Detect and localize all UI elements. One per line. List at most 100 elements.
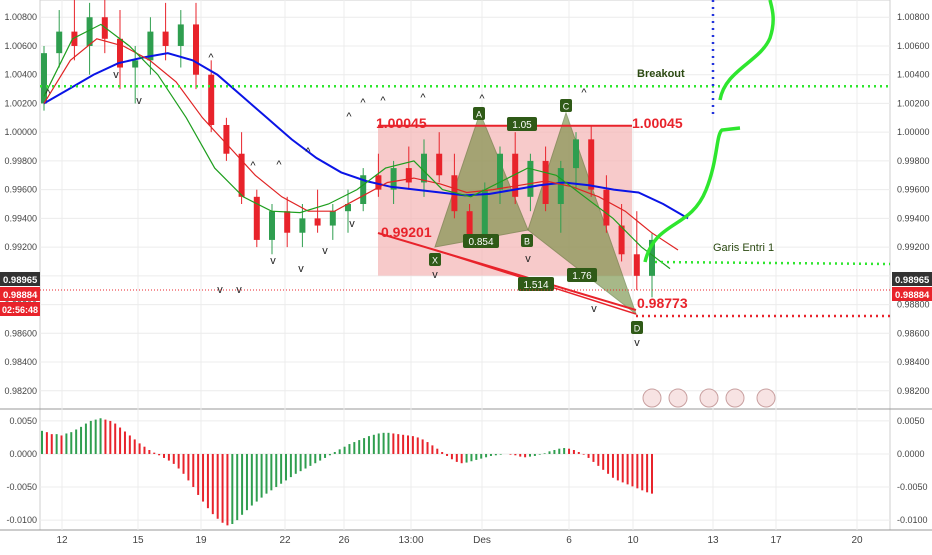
pattern-point-label: X (432, 256, 438, 266)
fractal-down-marker: v (432, 269, 438, 281)
candle-body (284, 211, 291, 233)
osc-y-tick-label-left: 0.0050 (9, 416, 37, 426)
fractal-up-marker: ^ (360, 97, 366, 109)
candle-body (329, 211, 336, 226)
y-tick-label-left: 1.00400 (4, 70, 37, 80)
candle-body (253, 196, 260, 240)
fractal-down-marker: v (270, 255, 276, 267)
ratio-label: 0.854 (468, 237, 493, 248)
fractal-down-marker: v (634, 337, 640, 349)
bid-price-badge-bg-right (892, 287, 932, 301)
y-tick-label-right: 0.99400 (897, 213, 930, 223)
projection-arrow-upper (718, 0, 775, 101)
bid-price-badge-right: 0.98884 (895, 290, 930, 301)
candle-body (56, 31, 63, 54)
y-tick-label-left: 1.00000 (4, 127, 37, 137)
candle-body (649, 239, 655, 276)
ratio-label: 1.514 (523, 280, 548, 291)
candle-body (147, 31, 154, 61)
current-price-badge-bg-right (892, 272, 932, 286)
osc-y-tick-label-right: -0.0050 (897, 482, 928, 492)
candle-body (481, 189, 488, 240)
current-price-badge: 0.98965 (3, 275, 38, 286)
candle-body (41, 53, 47, 104)
candle-body (588, 139, 595, 190)
fractal-up-marker: ^ (581, 87, 587, 99)
fractal-up-marker: ^ (208, 52, 214, 64)
moving-average-line (43, 52, 689, 220)
y-tick-label-left: 0.98200 (4, 386, 37, 396)
upper-value-label: 1.00045 (376, 115, 427, 131)
x-tick-label: 13 (707, 535, 719, 546)
x-tick-label: 26 (338, 535, 350, 546)
oscillator-histogram (41, 418, 653, 526)
y-tick-label-right: 0.99600 (897, 185, 930, 195)
economic-event-icon (725, 388, 745, 408)
x-tick-label: Des (473, 535, 491, 546)
osc-y-tick-label-left: -0.0100 (6, 515, 37, 525)
candle-body (618, 225, 625, 255)
x-tick-label: 20 (851, 535, 863, 546)
candle-body (117, 38, 123, 68)
fractal-up-marker: ^ (420, 92, 426, 104)
candle-body (436, 153, 443, 176)
fractal-down-marker: v (113, 69, 119, 81)
lower-value-label: 0.99201 (381, 224, 432, 240)
osc-y-tick-label-right: 0.0050 (897, 416, 925, 426)
fractal-down-marker: v (349, 218, 355, 230)
economic-event-icon (699, 388, 719, 408)
x-tick-label: 10 (627, 535, 639, 546)
fractal-up-marker: ^ (380, 95, 386, 107)
candle-body (86, 17, 93, 46)
candle-body (375, 175, 382, 190)
ratio-badge (463, 234, 499, 248)
x-tick-label: 17 (770, 535, 782, 546)
annotations: Breakout Garis Entri 1 1.00045 1.00045 0.992… (40, 0, 891, 408)
projection-arrow-lower (643, 126, 741, 263)
y-tick-label-right: 0.98400 (897, 357, 930, 367)
ratio-badge (518, 277, 554, 291)
y-tick-label-left: 1.00800 (4, 12, 37, 22)
candle-body (527, 160, 534, 197)
countdown-badge: 02:56:48 (2, 305, 38, 315)
ratio-label: 1.05 (512, 120, 532, 131)
candle-body (512, 153, 519, 197)
fractal-up-marker: ^ (45, 88, 51, 100)
osc-y-tick-label-right: 0.0000 (897, 449, 925, 459)
bid-price-badge: 0.98884 (3, 290, 38, 301)
fractal-up-marker: ^ (346, 111, 352, 123)
fractal-up-marker: ^ (276, 159, 282, 171)
y-tick-label-right: 1.00600 (897, 41, 930, 51)
osc-y-tick-label-right: -0.0100 (897, 515, 928, 525)
economic-event-icon (668, 388, 688, 408)
pattern-point-label: B (524, 237, 530, 247)
candle-body (193, 24, 199, 75)
ratio-badge (567, 268, 597, 282)
countdown-badge-bg (0, 302, 40, 316)
y-tick-label-right: 1.00200 (897, 98, 930, 108)
pattern-point-badge (429, 253, 441, 266)
x-tick-label: 19 (195, 535, 207, 546)
x-tick-label: 22 (279, 535, 291, 546)
candle-body (497, 153, 503, 190)
osc-y-tick-label-left: -0.0050 (6, 482, 37, 492)
y-tick-label-right: 0.98800 (897, 300, 930, 310)
y-tick-label-left: 0.99400 (4, 213, 37, 223)
candle-body (299, 218, 306, 233)
candle-body (71, 31, 78, 46)
fractal-down-marker: v (525, 253, 531, 265)
y-tick-label-right: 1.00800 (897, 12, 930, 22)
fractal-up-marker: ^ (479, 93, 485, 105)
y-tick-label-right: 0.98600 (897, 328, 930, 338)
y-tick-label-left: 0.99200 (4, 242, 37, 252)
target-value-label: 0.98773 (637, 295, 688, 311)
candle-body (314, 218, 321, 226)
fractal-up-marker: ^ (250, 160, 256, 172)
fractal-down-marker: v (136, 95, 142, 107)
breakout-label: Breakout (637, 68, 685, 80)
candle-body (466, 211, 473, 240)
candle-body (208, 74, 215, 125)
y-tick-label-left: 1.00200 (4, 98, 37, 108)
fractal-down-marker: v (236, 284, 242, 296)
